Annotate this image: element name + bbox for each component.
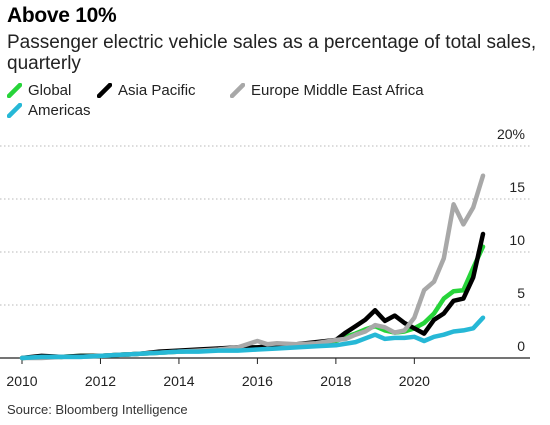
chart-subtitle: Passenger electric vehicle sales as a pe… [7,32,537,74]
legend-swatch-global [7,83,22,98]
legend-item-global: Global [7,82,71,99]
legend-swatch-americas [7,103,22,118]
legend-item-asia-pacific: Asia Pacific [97,82,196,99]
y-tick-label-20: 20% [497,126,525,142]
legend-swatch-line-americas [7,103,22,118]
x-tick-label-2012: 2012 [85,373,116,389]
legend-item-emea: Europe Middle East Africa [230,82,424,99]
series-line-americas [19,315,486,361]
x-tick-label-2020: 2020 [399,373,430,389]
legend-swatch-asia-pacific [97,83,112,98]
chart-title: Above 10% [7,4,117,27]
legend-label-asia-pacific: Asia Pacific [118,82,196,99]
x-tick-label-2014: 2014 [163,373,194,389]
legend-swatch-emea [230,83,245,98]
legend-swatch-line-asia-pacific [97,83,112,98]
legend-label-emea: Europe Middle East Africa [251,82,424,99]
y-tick-label-10: 10 [509,232,525,248]
legend-swatch-line-emea [230,83,245,98]
y-tick-label-5: 5 [517,285,525,301]
x-tick-label-2010: 2010 [6,373,37,389]
series-line-asia-pacific [19,231,486,361]
source-note: Source: Bloomberg Intelligence [7,402,188,417]
legend-label-global: Global [28,82,72,99]
legend-label-americas: Americas [28,102,91,119]
y-tick-label-15: 15 [509,179,525,195]
y-tick-label-0: 0 [517,338,525,354]
legend-item-americas: Americas [7,102,91,119]
x-tick-label-2016: 2016 [242,373,273,389]
x-tick-label-2018: 2018 [320,373,351,389]
legend-swatch-line-global [7,83,22,98]
